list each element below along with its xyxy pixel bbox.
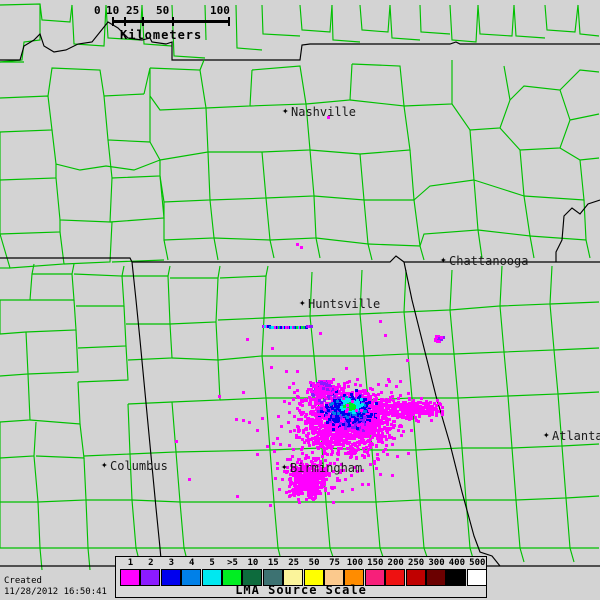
scale-tick-label-100: 100 [210,4,230,17]
created-stamp: Created 11/28/2012 16:50:41 [4,576,107,598]
legend-swatch-5[interactable] [201,569,222,586]
legend-label-2: 2 [148,558,154,568]
city-name: Nashville [291,105,357,119]
created-label: Created [4,576,42,586]
legend-label-1: 1 [127,558,134,568]
city-marker-icon: ✦ [299,296,306,309]
legend-label-50: 50 [308,558,320,568]
legend-swatch-400[interactable] [446,569,467,586]
scale-tick-10 [124,17,126,26]
scale-bar-line [112,20,230,23]
legend-label-200: 200 [387,558,404,568]
legend-label-75: 75 [329,558,340,568]
scale-tick-label-50: 50 [156,4,170,17]
city-marker-icon: ✦ [543,428,550,441]
legend-swatch-150[interactable] [364,569,385,586]
city-name: Huntsville [308,297,381,311]
county-borders-tennessee [0,3,600,63]
legend-label-gt5: >5 [227,558,238,568]
scale-tick-0 [112,17,114,26]
scale-bar-tick-labels: 0 10 25 50 100 [80,4,230,17]
scale-tick-label-25: 25 [126,4,140,17]
legend-swatch-200[interactable] [385,569,406,586]
legend-label-150: 150 [367,558,384,568]
county-borders-alabama-mississippi [0,263,600,571]
legend-swatch-4[interactable] [181,569,202,586]
legend-label-15: 15 [267,558,279,568]
state-border-ky-tn [0,21,600,61]
legend-swatch-1[interactable] [120,569,140,586]
legend-label-10: 10 [247,558,259,568]
scale-bar-units-label: Kilometers [120,28,203,42]
legend-panel[interactable]: 1 2 3 4 5 >5 10 15 25 50 75 100 150 200 250 300 400 500 L… [115,556,487,598]
scale-tick-label-10: 10 [106,4,120,17]
legend-title: LMA Source Scale [235,583,367,597]
city-name: Chattanooga [449,254,529,268]
legend-swatch-100[interactable] [344,569,365,586]
city-marker-icon: ✦ [282,104,289,117]
legend-label-300: 300 [428,558,445,568]
city-name: Columbus [110,459,168,473]
scale-tick-25 [142,17,144,26]
city-marker-icon: ✦ [101,458,108,471]
legend-swatch-2[interactable] [140,569,161,586]
legend-label-100: 100 [346,558,364,568]
legend-swatch-10[interactable] [242,569,263,586]
legend-label-400: 400 [448,558,466,568]
city-name: Atlanta [552,429,600,443]
created-timestamp: 11/28/2012 16:50:41 [4,587,107,597]
state-border-ms-al [131,261,163,571]
legend-swatch-15[interactable] [262,569,283,586]
legend-swatch-50[interactable] [303,569,324,586]
scale-bar: 0 10 25 50 100 Kilometers [80,4,230,42]
legend-swatch-row [116,569,487,587]
legend-label-250: 250 [407,558,425,568]
city-marker-icon: ✦ [281,460,288,473]
city-name: Birmingham [290,461,363,475]
legend-label-4: 4 [188,558,195,568]
scale-tick-50 [172,17,174,26]
state-border-tn-al-ga [0,255,600,263]
city-marker-icon: ✦ [440,253,447,266]
legend-swatch-500[interactable] [466,569,487,586]
legend-label-500: 500 [469,558,486,568]
scale-tick-100 [228,17,230,26]
legend-label-5: 5 [209,558,215,568]
legend-swatch-300[interactable] [426,569,446,586]
legend-swatch-25[interactable] [283,569,304,586]
legend-swatch-3[interactable] [160,569,181,586]
state-border-al-ga [403,261,501,567]
legend-label-25: 25 [288,558,300,568]
legend-swatch-75[interactable] [324,569,344,586]
scale-tick-label-0: 0 [94,4,101,17]
state-border-nc-tn [555,199,600,262]
legend-label-3: 3 [168,558,174,568]
legend-swatch-gt5[interactable] [222,569,242,586]
county-borders-central-tennessee [0,59,600,269]
legend-labels-row: 1 2 3 4 5 >5 10 15 25 50 75 100 150 200 250 300 400 500 [116,558,486,569]
legend-swatch-250[interactable] [405,569,426,586]
